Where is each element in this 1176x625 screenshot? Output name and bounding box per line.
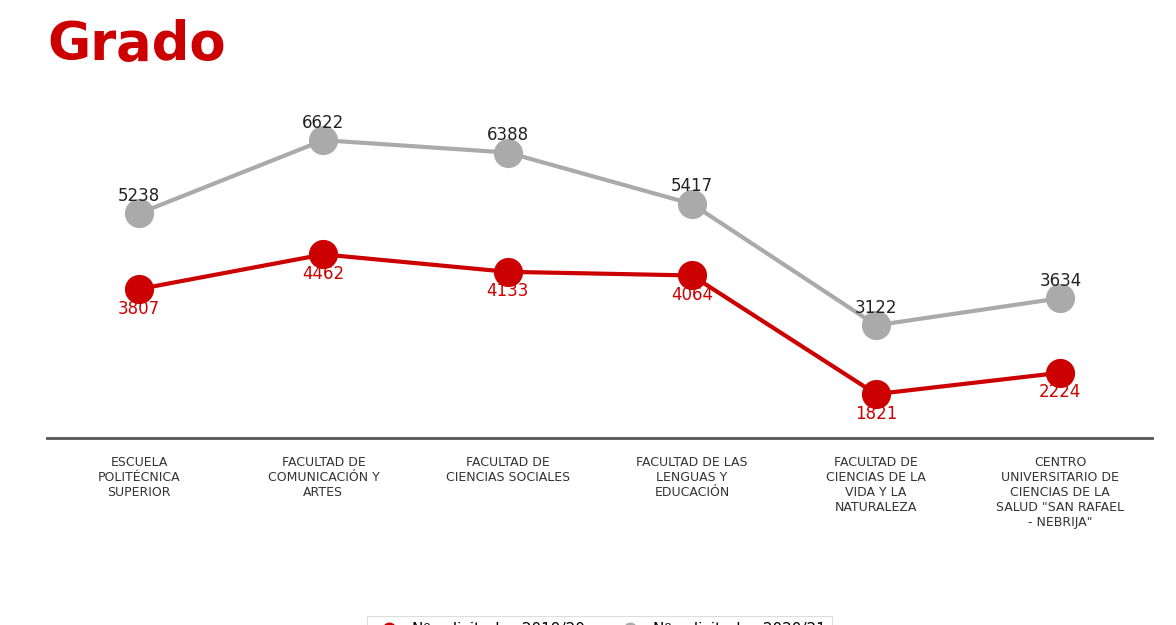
- Nº solicitudes 2019/20: [132, 285, 146, 292]
- Text: 6388: 6388: [487, 126, 529, 144]
- Text: 5238: 5238: [118, 187, 160, 205]
- Text: 4064: 4064: [670, 286, 713, 304]
- Text: 3634: 3634: [1040, 272, 1082, 290]
- Text: CENTRO
UNIVERSITARIO DE
CIENCIAS DE LA
SALUD "SAN RAFAEL
- NEBRIJA": CENTRO UNIVERSITARIO DE CIENCIAS DE LA S…: [996, 456, 1124, 529]
- Text: 3122: 3122: [855, 299, 897, 317]
- Text: 4133: 4133: [487, 282, 529, 301]
- Text: 1821: 1821: [855, 404, 897, 422]
- Nº solicitudes 2019/20: [316, 251, 330, 258]
- Text: 3807: 3807: [118, 299, 160, 318]
- Text: FACULTAD DE
CIENCIAS DE LA
VIDA Y LA
NATURALEZA: FACULTAD DE CIENCIAS DE LA VIDA Y LA NAT…: [827, 456, 926, 514]
- Text: FACULTAD DE LAS
LENGUAS Y
EDUCACIÓN: FACULTAD DE LAS LENGUAS Y EDUCACIÓN: [636, 456, 748, 499]
- Nº solicitudes 2019/20: [501, 268, 515, 276]
- Text: 6622: 6622: [302, 114, 345, 132]
- Text: 5417: 5417: [670, 177, 713, 196]
- Nº solicitudes 2019/20: [684, 272, 699, 279]
- Text: 4462: 4462: [302, 265, 345, 283]
- Nº solicitudes 2019/20: [1054, 369, 1068, 376]
- Nº solicitudes 2020/21: [1054, 294, 1068, 302]
- Text: FACULTAD DE
CIENCIAS SOCIALES: FACULTAD DE CIENCIAS SOCIALES: [446, 456, 569, 484]
- Text: Grado: Grado: [47, 19, 226, 71]
- Nº solicitudes 2020/21: [684, 200, 699, 208]
- Nº solicitudes 2020/21: [869, 321, 883, 329]
- Nº solicitudes 2019/20: [869, 391, 883, 398]
- Nº solicitudes 2020/21: [316, 136, 330, 144]
- Line: Nº solicitudes 2019/20: Nº solicitudes 2019/20: [126, 241, 1074, 408]
- Nº solicitudes 2020/21: [132, 209, 146, 217]
- Text: 2224: 2224: [1040, 383, 1082, 401]
- Text: ESCUELA
POLITÉCNICA
SUPERIOR: ESCUELA POLITÉCNICA SUPERIOR: [98, 456, 180, 499]
- Legend: Nº solicitudes 2019/20, Nº solicitudes 2020/21: Nº solicitudes 2019/20, Nº solicitudes 2…: [367, 616, 833, 625]
- Line: Nº solicitudes 2020/21: Nº solicitudes 2020/21: [126, 126, 1074, 339]
- Text: FACULTAD DE
COMUNICACIÓN Y
ARTES: FACULTAD DE COMUNICACIÓN Y ARTES: [267, 456, 380, 499]
- Nº solicitudes 2020/21: [501, 149, 515, 156]
